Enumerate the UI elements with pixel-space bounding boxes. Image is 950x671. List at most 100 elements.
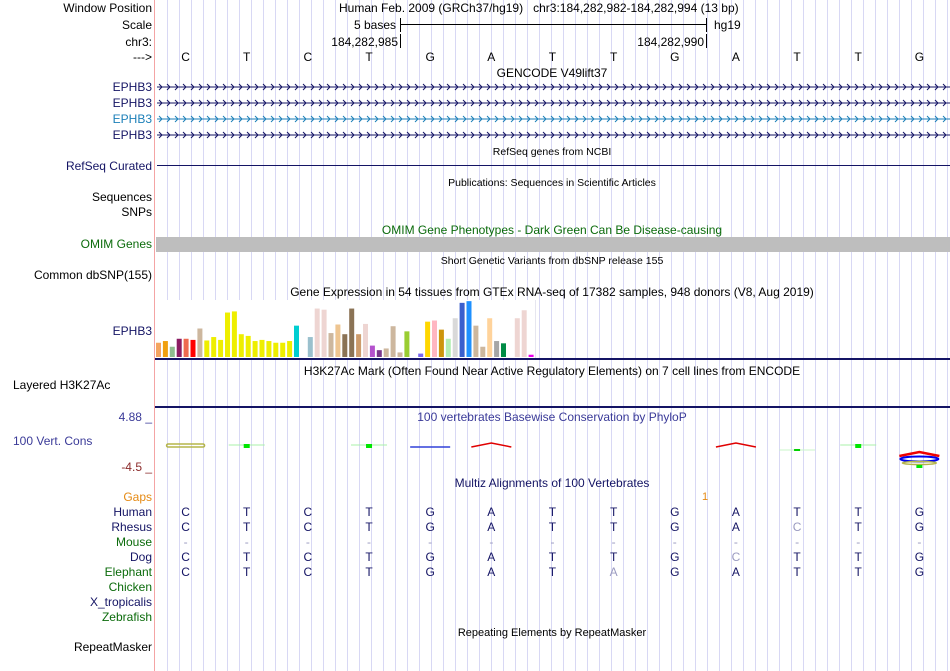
strand-arrow-icon (302, 115, 307, 123)
refseq-label[interactable]: RefSeq Curated (65, 159, 152, 173)
gtex-label[interactable]: EPHB3 (112, 324, 152, 338)
dbsnp-label[interactable]: Common dbSNP(155) (33, 268, 152, 282)
strand-arrow-icon (262, 131, 267, 139)
strand-arrow-icon (470, 83, 475, 91)
strand-label: ---> (133, 50, 152, 64)
strand-arrow-icon (550, 115, 555, 123)
strand-arrow-icon (438, 99, 443, 107)
strand-arrow-icon (310, 131, 315, 139)
strand-arrow-icon (494, 115, 499, 123)
strand-arrow-icon (622, 99, 627, 107)
strand-arrow-icon (926, 131, 931, 139)
gtex-tissue-bar (197, 328, 203, 357)
strand-arrow-icon (174, 83, 179, 91)
species-label[interactable]: Elephant (104, 565, 152, 579)
strand-arrow-icon (526, 83, 531, 91)
strand-arrow-icon (878, 99, 883, 107)
base-letter: T (243, 50, 251, 64)
cons-score-mark (899, 450, 940, 458)
gtex-tissue-bar (314, 308, 320, 357)
strand-arrow-icon (398, 115, 403, 123)
refseq-gene-line[interactable] (157, 165, 950, 166)
gtex-tissue-bar (390, 326, 396, 357)
grid-line (911, 0, 912, 671)
strand-arrow-icon (430, 99, 435, 107)
strand-arrow-icon (758, 115, 763, 123)
species-label[interactable]: Mouse (115, 535, 152, 549)
species-label[interactable]: Zebrafish (101, 610, 152, 624)
gencode-gene-model[interactable] (157, 98, 950, 108)
gencode-gene-label[interactable]: EPHB3 (112, 80, 152, 94)
strand-arrow-icon (910, 83, 915, 91)
strand-arrow-icon (454, 99, 459, 107)
strand-arrow-icon (286, 131, 291, 139)
gencode-gene-label[interactable]: EPHB3 (112, 112, 152, 126)
strand-arrow-icon (662, 83, 667, 91)
strand-arrow-icon (734, 99, 739, 107)
gencode-gene-model[interactable] (157, 130, 950, 140)
h3k27ac-label[interactable]: Layered H3K27Ac (13, 378, 111, 392)
strand-arrow-icon (230, 83, 235, 91)
aligned-base: - (244, 535, 249, 549)
cons-label[interactable]: 100 Vert. Cons (13, 434, 93, 448)
strand-arrow-icon (894, 131, 899, 139)
strand-arrow-icon (334, 99, 339, 107)
gencode-title: GENCODE V49lift37 (496, 66, 608, 80)
gencode-gene-label[interactable]: EPHB3 (112, 128, 152, 142)
strand-arrow-icon (278, 131, 283, 139)
strand-arrow-icon (270, 131, 275, 139)
strand-arrow-icon (358, 83, 363, 91)
species-label[interactable]: X_tropicalis (89, 595, 152, 609)
omim-label[interactable]: OMIM Genes (80, 237, 152, 251)
gtex-tissue-bar (169, 346, 175, 357)
gencode-gene-label[interactable]: EPHB3 (112, 96, 152, 110)
strand-arrow-icon (670, 83, 675, 91)
strand-arrow-icon (822, 115, 827, 123)
gtex-tissue-bar (328, 333, 334, 357)
strand-arrow-icon (854, 115, 859, 123)
gtex-tissue-bar (162, 341, 168, 357)
snps-label[interactable]: SNPs (121, 205, 152, 219)
strand-arrow-icon (678, 131, 683, 139)
strand-arrow-icon (550, 99, 555, 107)
strand-arrow-icon (374, 83, 379, 91)
gtex-title: Gene Expression in 54 tissues from GTEx … (290, 285, 814, 299)
strand-arrow-icon (502, 131, 507, 139)
species-label[interactable]: Human (113, 505, 152, 519)
strand-arrow-icon (406, 115, 411, 123)
cons-plot[interactable] (155, 436, 950, 472)
gtex-chart[interactable] (155, 300, 536, 359)
strand-arrow-icon (478, 83, 483, 91)
species-label[interactable]: Dog (129, 550, 152, 564)
gencode-gene-model[interactable] (157, 114, 950, 124)
strand-arrow-icon (166, 115, 171, 123)
species-label[interactable]: Chicken (108, 580, 152, 594)
strand-arrow-icon (742, 131, 747, 139)
grid-line (647, 0, 648, 671)
publications-label[interactable]: Sequences (91, 190, 152, 204)
strand-arrow-icon (566, 83, 571, 91)
gtex-tissue-bar (501, 343, 506, 357)
grid-line (863, 0, 864, 671)
strand-arrow-icon (446, 83, 451, 91)
gaps-label[interactable]: Gaps (123, 490, 152, 504)
strand-arrow-icon (518, 83, 523, 91)
strand-arrow-icon (318, 83, 323, 91)
strand-arrow-icon (198, 99, 203, 107)
species-label[interactable]: Rhesus (111, 520, 152, 534)
strand-arrow-icon (278, 99, 283, 107)
strand-arrow-icon (902, 115, 907, 123)
strand-arrow-icon (710, 131, 715, 139)
strand-arrow-icon (342, 83, 347, 91)
repeatmasker-label[interactable]: RepeatMasker (73, 640, 152, 654)
strand-arrow-icon (582, 115, 587, 123)
grid-line (779, 0, 780, 671)
omim-gene-bar[interactable] (156, 237, 950, 252)
gencode-gene-model[interactable] (157, 82, 950, 92)
strand-arrow-icon (582, 99, 587, 107)
strand-arrow-icon (422, 99, 427, 107)
position-readout[interactable]: chr3:184,282,982-184,282,994 (13 bp) (533, 1, 739, 15)
gtex-tissue-bar (452, 318, 458, 357)
strand-arrow-icon (430, 83, 435, 91)
strand-arrow-icon (310, 83, 315, 91)
